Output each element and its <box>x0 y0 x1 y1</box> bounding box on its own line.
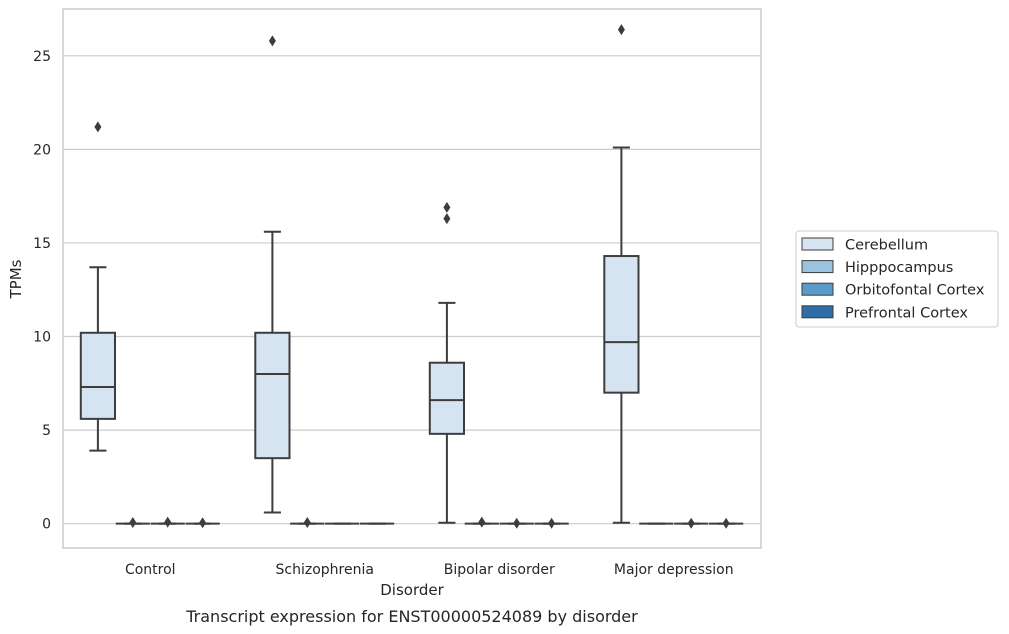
x-axis-tick-labels: Control Schizophrenia Bipolar disorder Majo… <box>125 562 734 578</box>
legend-frame <box>795 230 999 328</box>
box <box>674 517 709 529</box>
outlier-point <box>617 24 625 36</box>
outlier-point <box>443 213 451 225</box>
box <box>185 517 220 529</box>
outlier-point <box>268 35 276 47</box>
box <box>708 517 744 529</box>
legend-label: Hipppocampus <box>845 260 953 276</box>
outlier-point <box>443 201 451 213</box>
box <box>115 517 150 529</box>
box <box>150 516 185 528</box>
outlier-point <box>129 517 137 529</box>
outlier-point <box>478 516 486 528</box>
box <box>534 517 569 529</box>
outlier-point <box>548 517 556 529</box>
y-tick-label: 10 <box>33 330 51 346</box>
x-tick-label: Bipolar disorder <box>444 562 555 578</box>
outlier-point <box>513 517 521 529</box>
y-tick-label: 0 <box>42 517 51 533</box>
grid-lines <box>63 55 761 525</box>
box <box>499 517 534 529</box>
outlier-point <box>303 517 311 529</box>
y-tick-label: 20 <box>33 142 51 158</box>
y-tick-label: 25 <box>33 49 51 65</box>
series-cerebellum <box>79 24 640 524</box>
box <box>464 516 499 528</box>
box-body <box>254 331 291 460</box>
legend-label: Orbitofontal Cortex <box>845 283 985 299</box>
box <box>290 517 325 529</box>
chart-caption: Transcript expression for ENST0000052408… <box>185 607 638 626</box>
outlier-point <box>94 121 102 133</box>
outlier-point <box>164 516 172 528</box>
box-body <box>79 331 117 420</box>
series-orbitofontal-cortex <box>150 516 709 529</box>
legend-swatch <box>801 260 834 274</box>
box-body <box>428 361 466 435</box>
legend: Cerebellum Hipppocampus Orbitofontal Corte… <box>795 230 999 328</box>
x-tick-label: Control <box>125 562 176 578</box>
legend-swatch <box>801 282 834 296</box>
box <box>254 35 291 514</box>
box-body <box>603 255 640 394</box>
legend-swatch <box>801 237 834 251</box>
y-tick-label: 15 <box>33 236 51 252</box>
legend-label: Cerebellum <box>845 238 928 254</box>
y-axis-tick-labels: 0 5 10 15 20 25 <box>33 49 51 533</box>
outlier-point <box>199 517 207 529</box>
legend-swatch <box>801 305 834 319</box>
x-tick-label: Major depression <box>614 562 734 578</box>
box <box>79 121 117 452</box>
x-tick-label: Schizophrenia <box>276 562 374 578</box>
outlier-point <box>687 517 695 529</box>
box <box>428 201 466 524</box>
series-hipppocampus <box>115 516 674 529</box>
legend-label: Prefrontal Cortex <box>845 305 968 321</box>
outlier-point <box>722 517 730 529</box>
y-tick-label: 5 <box>42 423 51 439</box>
x-axis-title: Disorder <box>380 581 444 599</box>
plot-series <box>79 24 744 529</box>
series-prefrontal-cortex <box>185 517 744 529</box>
box <box>603 24 640 524</box>
plot-area-frame <box>62 8 762 549</box>
y-axis-title: TPMs <box>7 259 25 299</box>
